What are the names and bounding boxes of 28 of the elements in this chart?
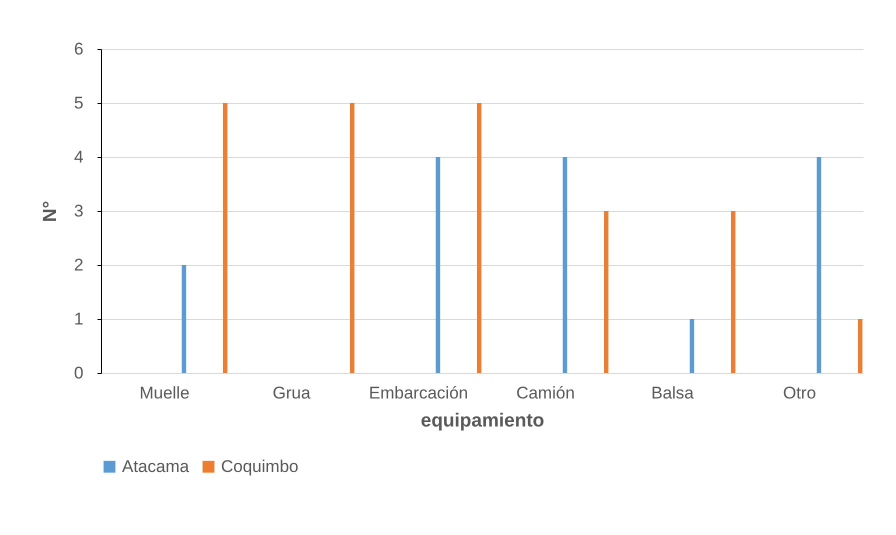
bar xyxy=(690,319,694,373)
bar xyxy=(858,319,862,373)
x-tick-label: Camión xyxy=(516,384,575,402)
x-tick-label: Embarcación xyxy=(368,384,468,402)
y-tick-label: 1 xyxy=(74,310,84,328)
y-tick-label: 6 xyxy=(74,40,84,58)
bar xyxy=(562,157,568,373)
x-tick-label: Balsa xyxy=(651,384,694,402)
y-tick-label: 3 xyxy=(74,202,84,220)
bar xyxy=(731,211,736,373)
bar xyxy=(223,103,228,373)
y-axis-title: N° xyxy=(40,200,62,222)
x-tick-label: Grua xyxy=(272,384,311,402)
y-tick-label: 5 xyxy=(74,94,84,112)
legend-label: Coquimbo xyxy=(221,456,298,476)
bar xyxy=(816,157,822,373)
legend-label: Atacama xyxy=(122,456,190,476)
x-tick-label: Muelle xyxy=(139,384,190,402)
x-axis-title: equipamiento xyxy=(420,410,544,432)
bar xyxy=(182,265,186,373)
bar xyxy=(350,103,354,373)
y-tick-label: 0 xyxy=(74,364,84,382)
bar xyxy=(604,211,608,373)
x-tick-label: Otro xyxy=(782,384,816,402)
bar xyxy=(477,103,482,373)
bar xyxy=(436,157,440,373)
y-tick-label: 4 xyxy=(74,148,84,166)
y-tick-label: 2 xyxy=(74,256,84,274)
